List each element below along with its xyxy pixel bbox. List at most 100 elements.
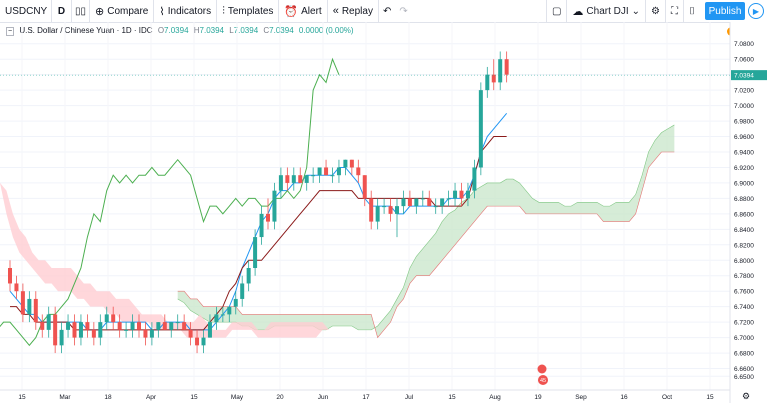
candle-body [227,306,232,315]
last-price-label: 7.0394 [734,73,754,80]
candle-body [504,59,509,75]
candle-body [53,314,58,346]
collapse-legend-icon[interactable]: − [6,27,15,36]
candle-body [98,322,103,338]
low-value: 7.0394 [233,26,259,35]
time-tick-label: 15 [190,394,198,401]
time-tick-label: May [231,394,244,401]
price-tick-label: 6.6500 [734,374,754,381]
settings-button[interactable]: ⚙ [645,0,665,22]
cloud-region [177,124,675,338]
right-toolbar: ▢ ☁ Chart DJI ⌄ ⚙ ⛶ ⌷ [545,0,700,22]
candle-body [343,159,348,168]
candle-body [414,198,419,207]
candle-body [298,175,303,183]
candle-body [311,175,316,177]
candle-body [201,337,206,346]
candle-body [78,322,83,338]
chart-layout-selector[interactable]: ☁ Chart DJI ⌄ [566,0,645,22]
price-tick-label: 6.9200 [734,165,754,172]
replay-button[interactable]: « Replay [328,0,379,22]
candle-body [240,283,245,299]
price-tick-label: 6.6600 [734,366,754,373]
price-tick-label: 6.9400 [734,150,754,157]
time-tick-label: 20 [276,394,284,401]
candle-body [433,206,438,208]
indicators-label: Indicators [167,5,212,17]
close-label: C [263,26,270,35]
templates-label: Templates [227,5,274,17]
price-tick-label: 6.9800 [734,119,754,126]
candle-body [91,329,96,338]
grid [0,22,730,390]
candle-body [272,190,277,222]
candle-body [304,175,309,183]
time-tick-label: 15 [706,394,714,401]
play-button[interactable]: ▶ [748,3,764,19]
top-toolbar: USDCNY D ▯▯ ⊕ Compare ⌇ Indicators ⫶ Tem… [0,0,768,23]
layout-button[interactable]: ▢ [545,0,566,22]
open-label: O [157,26,165,35]
last-price-tag [731,70,767,81]
candle-body [117,322,122,330]
candle-body [233,298,238,307]
alert-button[interactable]: ⏰ Alert [279,0,328,22]
fullscreen-icon: ⛶ [671,5,678,17]
price-axis: 7.08007.06007.04007.02007.00006.98006.96… [0,22,768,403]
time-tick-label: 16 [620,394,628,401]
candle-body [465,190,470,199]
price-tick-label: 6.7200 [734,320,754,327]
undo-icon: ↶ [382,5,392,17]
compare-button[interactable]: ⊕ Compare [90,0,155,22]
interval-selector[interactable]: D [52,0,72,22]
candle-body [407,198,412,207]
bar-style-button[interactable]: ▯▯ [72,0,90,22]
ichimoku-cloud [0,124,675,339]
candles-icon: ▯▯ [75,5,87,17]
candle-body [336,167,341,176]
time-tick-label: Aug [489,394,501,401]
price-tick-label: 7.0600 [734,57,754,64]
candle-body [375,206,380,222]
chevron-down-icon: ⌄ [631,5,641,17]
fullscreen-button[interactable]: ⛶ [665,0,683,22]
candle-body [498,59,503,83]
cloud-icon: ☁ [572,5,584,18]
publish-button[interactable]: Publish [705,2,745,20]
candle-body [59,329,64,346]
price-chart[interactable]: 7.08007.06007.04007.02007.00006.98006.96… [0,22,768,403]
redo-icon: ↷ [399,5,408,17]
snapshot-button[interactable]: ⌷ [683,0,700,22]
symbol-search[interactable]: USDCNY [0,0,52,22]
candle-body [246,268,251,284]
candle-body [195,337,200,346]
time-tick-label: Apr [146,394,157,401]
candle-body [220,314,225,316]
event-marker [537,364,547,374]
candle-body [143,329,148,338]
candle-body [291,175,296,183]
candle-body [214,314,219,323]
candle-body [330,175,335,177]
indicators-button[interactable]: ⌇ Indicators [154,0,218,22]
candle-body [111,314,116,323]
undo-button[interactable]: ↶ [379,0,395,22]
candle-body [472,167,477,191]
price-tick-label: 6.8000 [734,258,754,265]
price-tick-label: 6.7400 [734,304,754,311]
redo-button[interactable]: ↷ [395,0,411,22]
chart-settings-icon[interactable]: ⚙ [742,391,750,401]
candle-body [85,322,90,330]
candle-body [388,206,393,214]
gear-icon: ⚙ [651,5,660,17]
camera-icon: ⌷ [689,5,695,17]
candle-body [401,198,406,207]
time-tick-label: 17 [362,394,370,401]
candle-body [253,237,258,268]
price-tick-label: 7.0000 [734,103,754,110]
candle-body [149,329,154,338]
templates-button[interactable]: ⫶ Templates [217,0,280,22]
time-tick-label: Oct [662,394,672,401]
time-tick-label: 19 [534,394,542,401]
high-value: 7.0394 [199,26,224,35]
